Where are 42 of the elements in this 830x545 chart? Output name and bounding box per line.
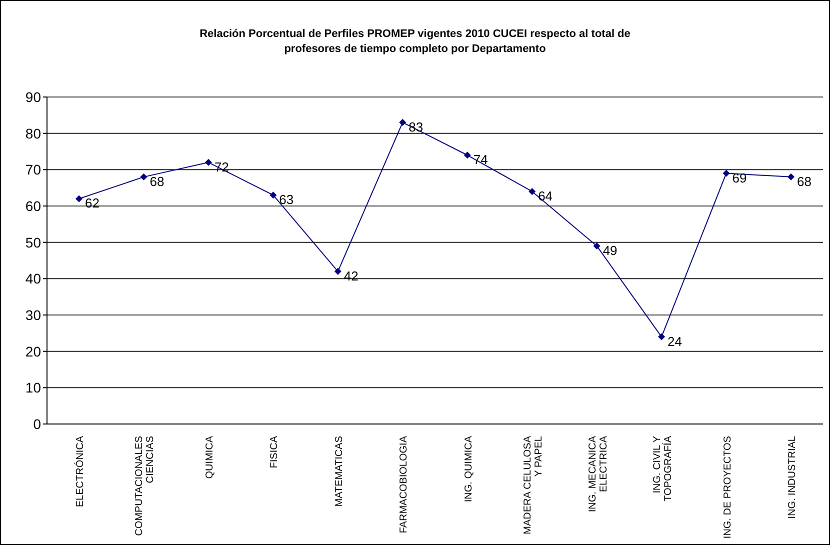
data-label: 63 — [279, 192, 294, 208]
x-tick-label: FISICA — [269, 436, 280, 468]
x-tick-label: ELECTRÓNICA — [74, 436, 86, 508]
point — [76, 195, 82, 202]
data-label: 49 — [602, 242, 618, 258]
y-tick-label: 10 — [25, 380, 42, 396]
x-tick-label: COMPUTACIONALES CIENCIAS — [134, 436, 156, 536]
point — [204, 158, 212, 166]
x-tick-label: ING. MECANICA ELECTRICA — [587, 436, 610, 512]
x-tick-label: ING. INDUSTRIAL — [787, 436, 798, 519]
data-label: 69 — [732, 170, 747, 186]
y-tick-label: 50 — [25, 234, 42, 250]
data-label: 24 — [668, 334, 682, 349]
y-tick-label: 30 — [25, 306, 42, 323]
point — [140, 173, 148, 180]
y-tick-label: 90 — [25, 88, 42, 105]
x-tick-label: ING. QUIMICA — [463, 436, 474, 502]
y-tick-label: 20 — [25, 343, 42, 360]
y-tick-label: 70 — [25, 162, 42, 178]
x-tick-label: ING. CIVIL Y TOPOGRAFÍA — [652, 436, 674, 502]
point — [399, 118, 406, 126]
point — [722, 170, 730, 177]
x-tick-label: MATEMATICAS — [334, 436, 345, 507]
point — [788, 173, 794, 180]
point — [528, 188, 536, 195]
y-tick-label: 40 — [25, 270, 42, 287]
point — [464, 152, 471, 159]
data-label: 64 — [538, 188, 553, 204]
point — [593, 242, 600, 250]
x-tick-label: ING. DE PROYECTOS — [722, 436, 734, 539]
point — [334, 268, 342, 275]
y-tick-label: 0 — [33, 416, 42, 432]
data-label: 68 — [150, 174, 164, 189]
data-label: 68 — [797, 174, 812, 189]
x-tick-label: QUIMICA — [204, 436, 216, 479]
x-tick-label: MADERA CELULOSA Y PAPEL — [522, 436, 545, 534]
point — [658, 333, 666, 340]
y-tick-label: 80 — [25, 125, 42, 142]
point — [270, 192, 277, 199]
y-tick-label: 60 — [25, 198, 42, 214]
chart-title: Relación Porcentual de Perfiles PROMEP vigentes 2010 CUCEI respecto al total de profesores de tiempo completo por Departamento — [198, 27, 632, 57]
x-tick-label: FARMACOBIOLOGIA — [398, 436, 410, 534]
